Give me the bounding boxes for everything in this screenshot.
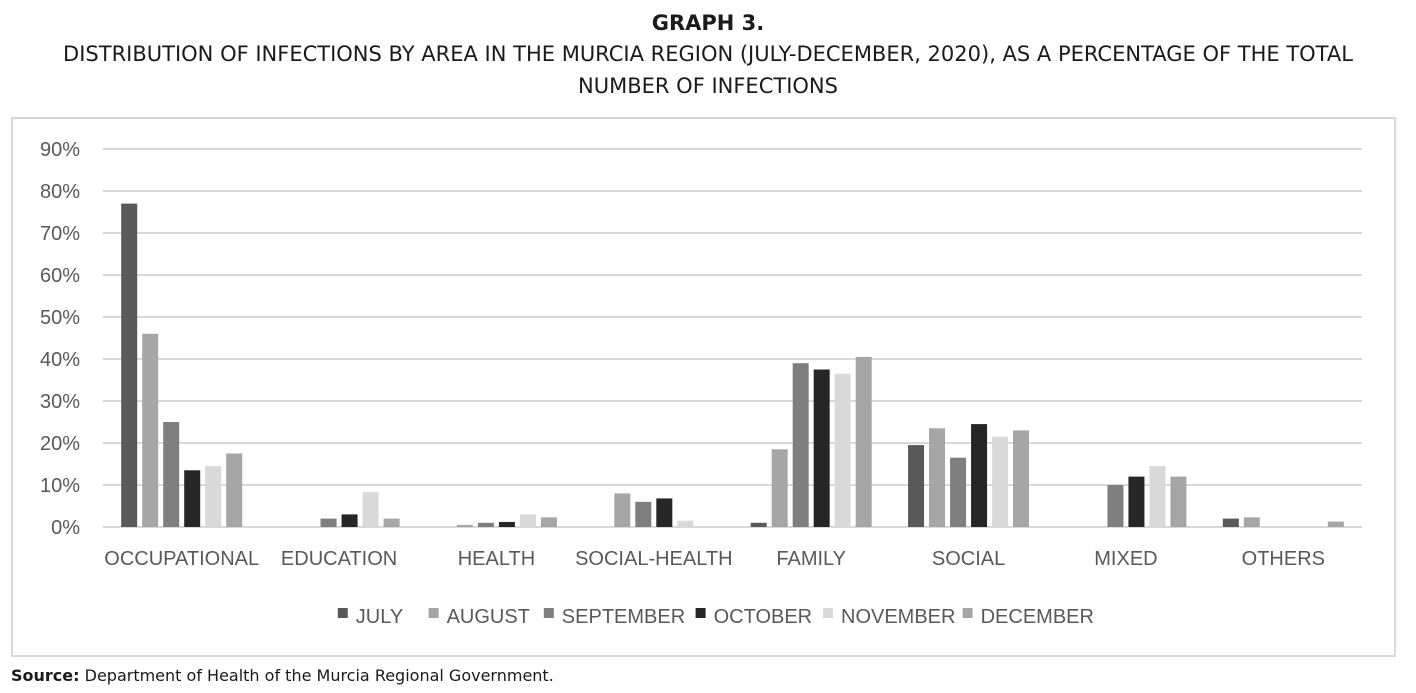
legend-swatch-july [337, 608, 348, 618]
bar-september-mixed [1107, 485, 1124, 527]
x-tick-label: OTHERS [1242, 548, 1325, 570]
bar-november-mixed [1149, 466, 1166, 527]
x-tick-label: SOCIAL-HEALTH [575, 548, 732, 570]
bar-november-occupational [205, 466, 222, 527]
chart-header: GRAPH 3. DISTRIBUTION OF INFECTIONS BY A… [0, 8, 1416, 102]
bar-october-social [971, 424, 988, 527]
legend-label-september: SEPTEMBER [562, 606, 685, 628]
bar-november-health [519, 514, 536, 527]
graph-label: GRAPH 3. [651, 11, 765, 35]
bar-october-social-health [656, 498, 673, 527]
bar-december-mixed [1170, 476, 1187, 527]
x-tick-label: MIXED [1094, 548, 1157, 570]
bar-december-health [540, 517, 557, 527]
x-tick-label: OCCUPATIONAL [104, 548, 259, 570]
x-tick-label: SOCIAL [932, 548, 1005, 570]
chart-title: DISTRIBUTION OF INFECTIONS BY AREA IN TH… [63, 42, 1353, 98]
bar-september-social [950, 457, 967, 527]
bar-december-family [855, 356, 872, 527]
chart-frame [11, 117, 1396, 657]
bar-december-social [1013, 430, 1030, 527]
bar-august-health [456, 524, 473, 527]
bar-august-social [929, 428, 946, 527]
bar-october-health [498, 521, 515, 527]
source-label: Source: [11, 666, 80, 685]
y-tick-label: 80% [40, 181, 80, 203]
bar-november-education [362, 492, 379, 527]
bar-september-family [792, 363, 809, 527]
y-tick-label: 50% [40, 307, 80, 329]
legend-label-october: OCTOBER [714, 606, 813, 628]
bar-july-family [750, 522, 767, 527]
bar-september-health [477, 522, 494, 527]
bar-august-family [771, 449, 788, 527]
bar-october-education [341, 514, 358, 527]
bar-july-occupational [121, 203, 138, 527]
bar-july-others [1222, 518, 1239, 527]
legend-swatch-december [962, 608, 973, 618]
bar-july-social [908, 445, 925, 527]
legend-swatch-august [428, 608, 439, 618]
legend-swatch-november [823, 608, 833, 618]
bar-december-education [383, 518, 400, 527]
bar-august-social-health [614, 493, 631, 527]
y-tick-label: 30% [40, 391, 80, 413]
bar-october-occupational [184, 470, 201, 527]
y-tick-label: 0% [51, 517, 80, 539]
bar-september-social-health [635, 501, 652, 527]
legend-label-december: DECEMBER [981, 606, 1094, 628]
y-tick-label: 10% [40, 475, 80, 497]
bar-december-occupational [226, 453, 243, 527]
legend-label-august: AUGUST [447, 606, 530, 628]
bar-november-social [992, 436, 1009, 527]
legend-swatch-october [695, 608, 706, 618]
bar-november-family [834, 373, 851, 527]
y-tick-label: 20% [40, 433, 80, 455]
x-tick-label: FAMILY [776, 548, 846, 570]
bar-november-social-health [677, 520, 694, 527]
x-tick-label: EDUCATION [281, 548, 397, 570]
legend-label-july: JULY [356, 606, 403, 628]
y-tick-label: 90% [40, 139, 80, 161]
y-tick-label: 40% [40, 349, 80, 371]
bar-september-education [320, 518, 337, 527]
legend-swatch-september [543, 608, 554, 618]
y-tick-label: 60% [40, 265, 80, 287]
bar-december-others [1327, 521, 1344, 527]
legend-label-november: NOVEMBER [841, 606, 955, 628]
bar-august-occupational [142, 333, 159, 527]
bar-october-mixed [1128, 476, 1145, 527]
bar-october-family [813, 369, 830, 527]
y-tick-label: 70% [40, 223, 80, 245]
source-text: Department of Health of the Murcia Regio… [79, 666, 554, 685]
source-note: Source: Department of Health of the Murc… [11, 666, 554, 685]
bar-august-others [1243, 517, 1260, 527]
x-tick-label: HEALTH [458, 548, 535, 570]
bar-september-occupational [163, 422, 180, 527]
